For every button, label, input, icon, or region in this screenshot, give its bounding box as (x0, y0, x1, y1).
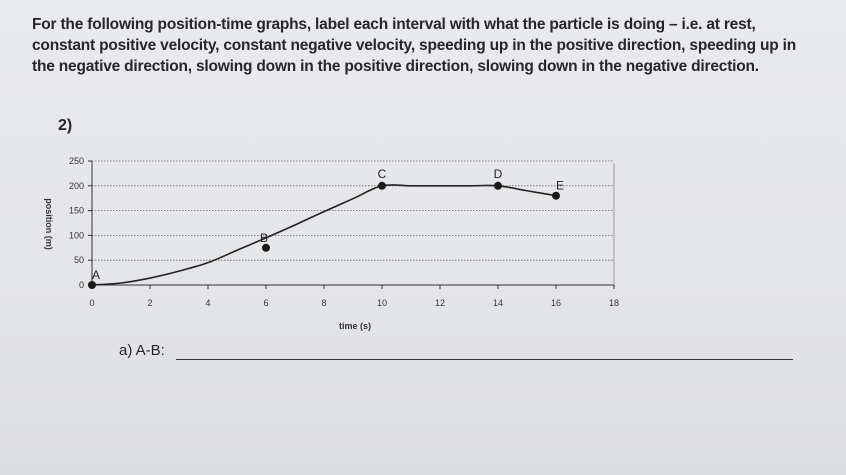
x-tick-label: 8 (321, 298, 326, 308)
data-point (378, 181, 386, 190)
y-axis-label: position (m) (44, 198, 54, 250)
x-tick-label: 14 (493, 298, 503, 308)
chart-axes: 0 50 100 150 200 250 0 2 4 6 8 10 12 14 16 18 (69, 156, 619, 308)
y-tick-label: 250 (69, 156, 84, 166)
series-line (91, 184, 557, 286)
data-point (552, 191, 560, 200)
position-time-chart: 0 50 100 150 200 250 0 2 4 6 8 10 12 14 16 18 A B C D E tim… (44, 156, 619, 331)
x-tick-label: 16 (551, 298, 561, 308)
point-label: C (378, 167, 387, 181)
question-instructions: For the following position-time graphs, … (32, 16, 796, 75)
series-layer (91, 184, 557, 286)
point-label: D (494, 167, 503, 181)
point-label: E (556, 179, 564, 193)
x-tick-label: 10 (377, 298, 387, 308)
x-tick-label: 0 (89, 298, 94, 308)
y-tick-label: 50 (74, 255, 84, 265)
data-point (262, 243, 270, 252)
grid-lines (92, 160, 615, 285)
point-label: B (260, 231, 268, 245)
x-tick-label: 12 (435, 298, 445, 308)
point-label: A (92, 268, 100, 282)
question-number: 2) (58, 117, 73, 134)
x-axis-label: time (s) (339, 321, 371, 331)
y-tick-label: 150 (69, 206, 84, 216)
x-tick-label: 6 (263, 298, 268, 308)
x-tick-label: 4 (205, 298, 210, 308)
x-tick-label: 2 (147, 298, 152, 308)
answer-label: a) A-B: (119, 342, 165, 359)
answer-line[interactable] (176, 359, 793, 360)
y-tick-label: 100 (69, 230, 84, 240)
y-tick-label: 200 (69, 181, 84, 191)
data-point (494, 181, 502, 190)
point-layer: A B C D E (88, 167, 564, 289)
y-tick-label: 0 (79, 280, 84, 290)
x-tick-label: 18 (609, 298, 619, 308)
data-point (88, 281, 96, 289)
